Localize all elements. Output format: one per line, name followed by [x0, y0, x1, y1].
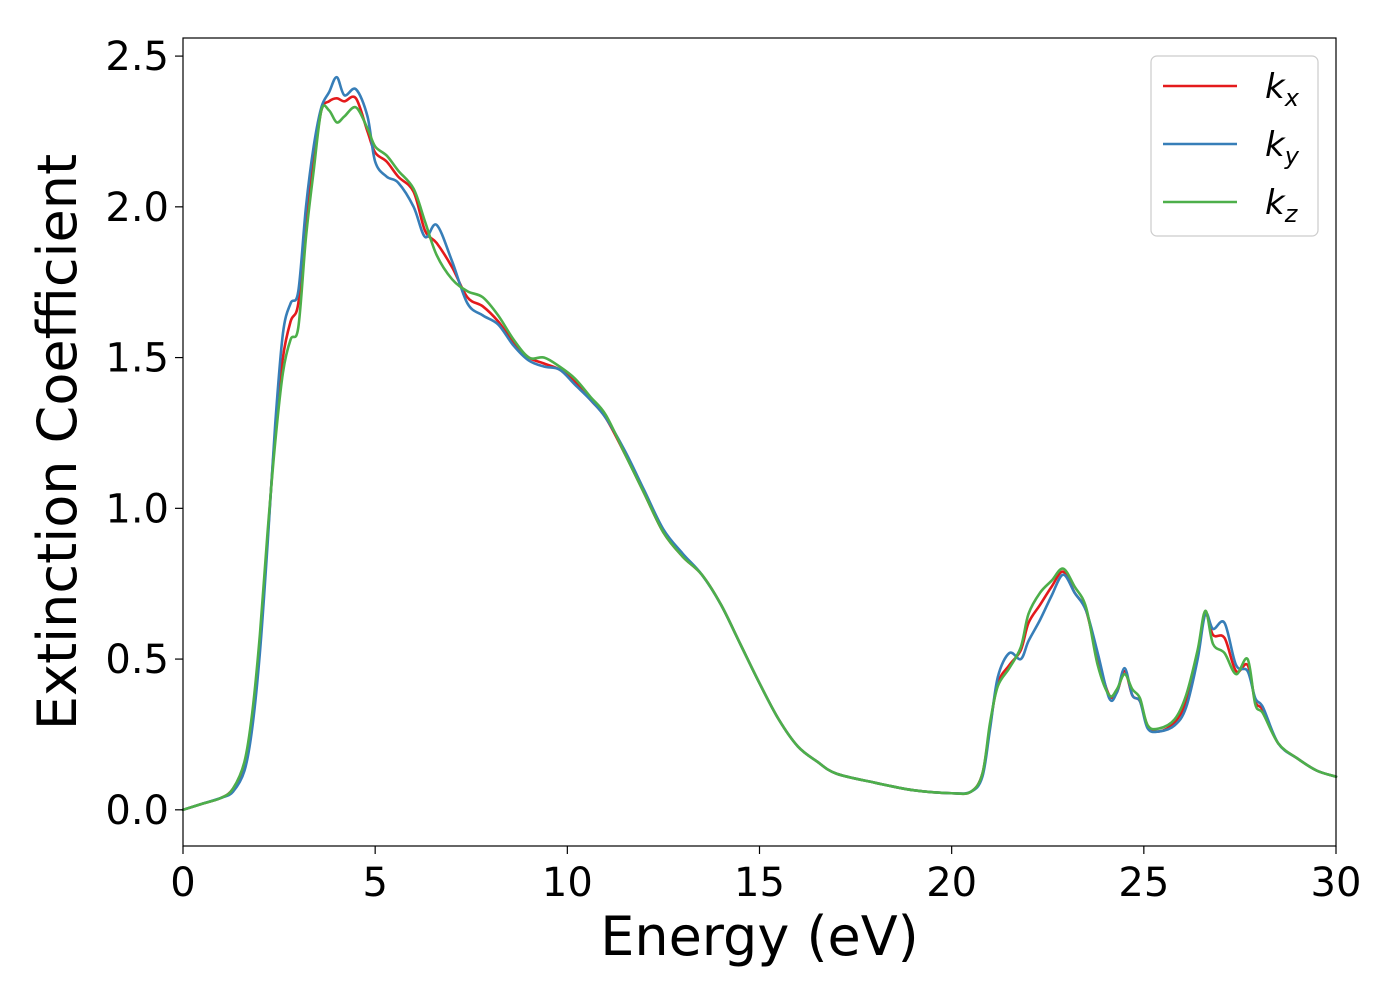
- legend-label-y: ky: [1265, 125, 1300, 170]
- x-tick-label: 30: [1311, 860, 1362, 906]
- y-axis-title: Extinction Coefficient: [26, 154, 89, 730]
- x-tick-label: 20: [926, 860, 977, 906]
- y-tick-label: 0.0: [105, 788, 169, 834]
- y-tick-label: 2.0: [105, 185, 169, 231]
- x-tick-label: 5: [362, 860, 387, 906]
- y-tick-label: 0.5: [105, 637, 169, 683]
- series-layer: [181, 75, 1338, 812]
- x-axis-title: Energy (eV): [600, 905, 919, 968]
- y-tick-label: 2.5: [105, 34, 169, 80]
- y-tick-label: 1.5: [105, 336, 169, 382]
- series-line-z: [181, 104, 1338, 812]
- legend: kx ky kz: [1150, 55, 1319, 237]
- x-axis: 0 5 10 15 20 25 30: [170, 846, 1361, 906]
- x-tick-label: 15: [734, 860, 785, 906]
- x-tick-label: 25: [1118, 860, 1169, 906]
- x-tick-label: 10: [542, 860, 593, 906]
- legend-label-x: kx: [1265, 67, 1300, 112]
- y-axis: 0.0 0.5 1.0 1.5 2.0 2.5: [105, 34, 183, 834]
- x-tick-label: 0: [170, 860, 195, 906]
- legend-label-z: kz: [1265, 183, 1299, 228]
- legend-box: [1150, 55, 1319, 237]
- y-tick-label: 1.0: [105, 486, 169, 532]
